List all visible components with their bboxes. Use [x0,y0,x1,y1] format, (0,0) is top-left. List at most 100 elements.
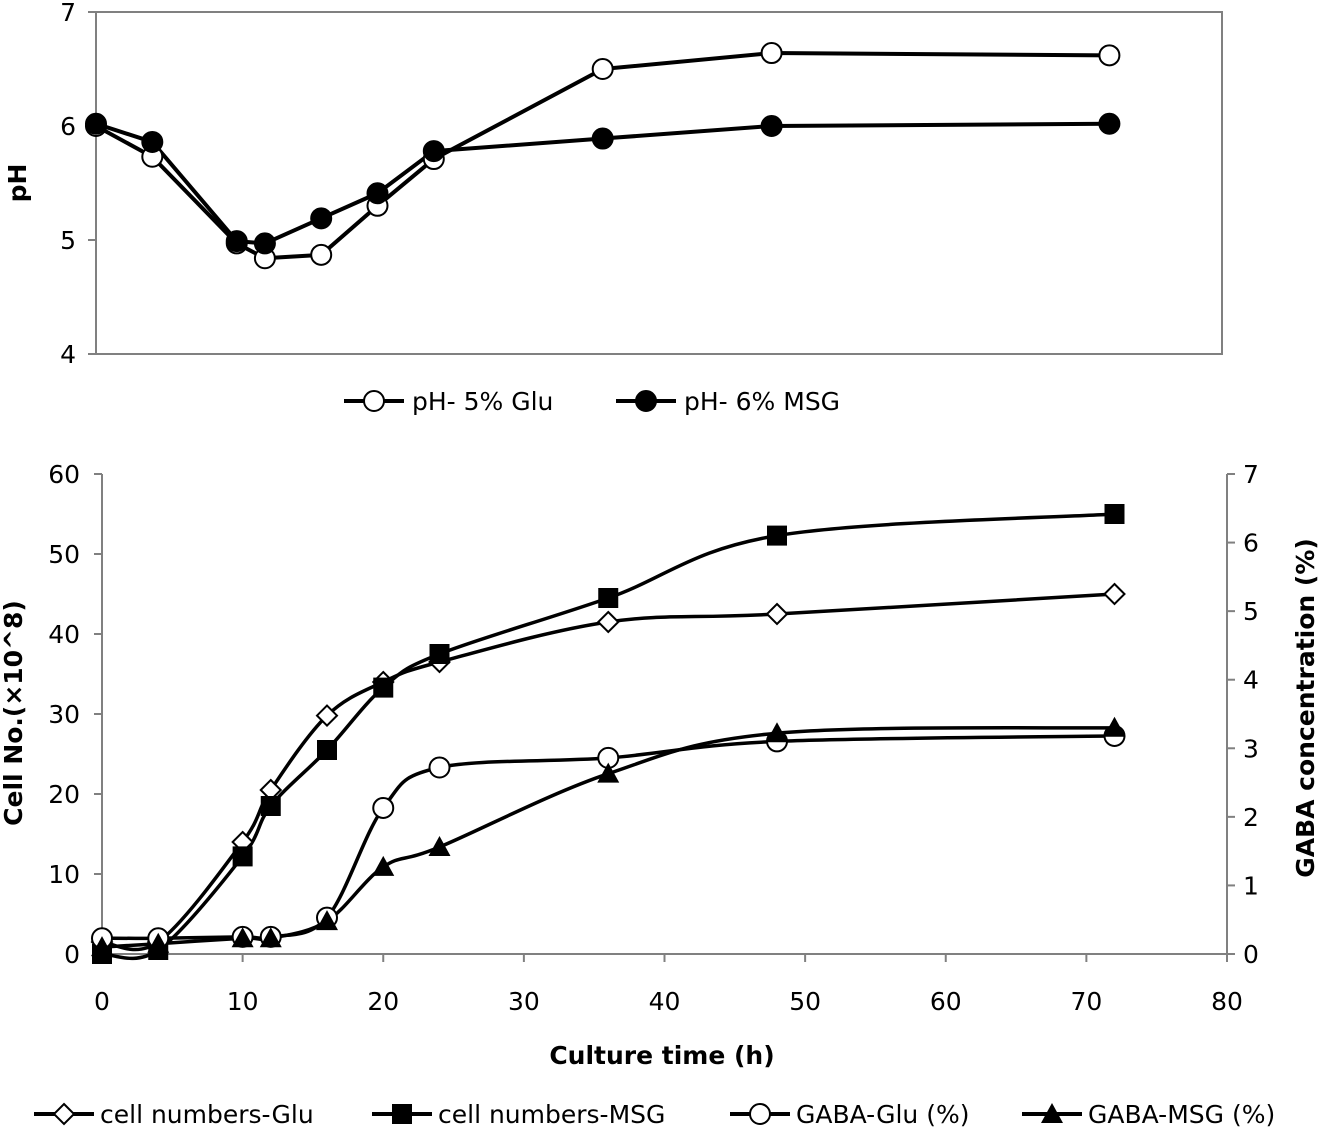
growth-series-markers [90,504,1126,964]
growth-right-tick-label: 6 [1243,529,1259,558]
ph-legend-label-glu: pH- 5% Glu [412,387,553,416]
growth-point-cell-numbers-glu [596,610,620,634]
legend-marker-cell-msg [392,1104,412,1124]
growth-point-gaba-msg [316,910,338,931]
ph-legend-item-glu: pH- 5% Glu [344,387,553,416]
growth-right-axis-label: GABA concentration (%) [1291,538,1320,878]
growth-x-axis-label: Culture time (h) [549,1041,774,1070]
legend-item-gaba-msg: GABA-MSG (%) [1022,1100,1275,1129]
ph-point-ph-6-msg [760,115,783,137]
ph-y-tick-label: 5 [60,226,76,255]
legend-label-gaba-msg: GABA-MSG (%) [1088,1100,1275,1129]
ph-legend-label-msg: pH- 6% MSG [684,387,840,416]
ph-point-ph-6-msg [225,230,248,253]
growth-x-tick-label: 50 [789,987,821,1016]
ph-y-tick-label: 7 [60,0,76,27]
ph-point-ph-6-msg [141,130,164,153]
ph-y-ticks: 4 5 6 7 [60,0,96,369]
ph-point-ph-6-msg [253,232,276,255]
growth-right-ticks: 0 1 2 3 4 5 6 7 [1227,460,1259,969]
ph-chart: 4 5 6 7 pH pH- 5% Glu pH- 6% MSG [3,0,1223,416]
legend-item-cell-msg: cell numbers-MSG [372,1100,665,1129]
growth-point-gaba-msg [147,932,170,953]
growth-x-tick-label: 80 [1211,987,1243,1016]
growth-x-tick-label: 40 [649,987,681,1016]
ph-point-ph-5-glu [591,58,614,80]
growth-left-axis-label: Cell No.(×10^8) [0,600,28,826]
legend-marker-cell-glu [52,1102,76,1126]
ph-legend-item-msg: pH- 6% MSG [616,387,840,416]
legend-label-cell-glu: cell numbers-Glu [100,1100,314,1129]
growth-point-gaba-msg [372,855,395,876]
growth-point-cell-numbers-msg [1104,504,1125,524]
growth-point-gaba-msg [766,722,788,743]
growth-right-tick-label: 4 [1243,666,1259,695]
growth-x-tick-label: 30 [508,987,540,1016]
growth-right-tick-label: 5 [1243,597,1259,626]
legend-label-cell-msg: cell numbers-MSG [438,1100,665,1129]
ph-point-ph-6-msg [591,127,614,150]
legend-item-gaba-glu: GABA-Glu (%) [730,1100,970,1129]
growth-point-cell-numbers-msg [232,846,253,867]
growth-point-gaba-glu [428,756,451,779]
ph-legend-marker-glu [363,390,385,412]
growth-x-ticks: 0 10 20 30 40 50 60 70 80 [94,954,1243,1016]
growth-point-gaba-msg [1103,716,1126,737]
ph-series-line-ph-5-glu [95,51,1110,261]
ph-y-tick-label: 4 [60,340,76,369]
legend-label-gaba-glu: GABA-Glu (%) [796,1100,970,1129]
growth-point-cell-numbers-glu [1103,582,1126,606]
growth-left-ticks: 0 10 20 30 40 50 60 [48,460,102,969]
growth-series-lines [101,512,1115,961]
ph-point-ph-5-glu [1098,44,1121,67]
growth-left-tick-label: 0 [64,940,80,969]
ph-series-lines [95,51,1110,261]
ph-point-ph-6-msg [422,140,445,163]
growth-x-tick-label: 0 [94,987,110,1016]
growth-point-gaba-msg [259,927,282,948]
ph-legend-marker-msg [635,390,657,412]
ph-point-ph-6-msg [310,207,333,230]
ph-point-ph-6-msg [85,112,107,135]
growth-left-tick-label: 60 [48,460,80,489]
legend-item-cell-glu: cell numbers-Glu [34,1100,314,1129]
growth-right-tick-label: 3 [1243,734,1259,763]
growth-point-cell-numbers-glu [315,704,339,728]
ph-point-ph-6-msg [1098,112,1121,135]
growth-gaba-chart: 0 10 20 30 40 50 60 0 1 2 3 4 5 6 7 0 10 20 30 40 50 60 70 80… [0,460,1320,1129]
growth-left-tick-label: 20 [48,780,80,809]
growth-x-tick-label: 20 [367,987,399,1016]
legend-marker-gaba-glu [749,1103,771,1125]
ph-y-axis-label: pH [3,164,32,203]
ph-y-tick-label: 6 [60,112,76,141]
ph-point-ph-5-glu [760,42,783,65]
ph-legend: pH- 5% Glu pH- 6% MSG [344,387,840,416]
growth-x-tick-label: 60 [930,987,962,1016]
growth-x-tick-label: 70 [1070,987,1102,1016]
growth-right-tick-label: 0 [1243,940,1259,969]
growth-point-cell-numbers-msg [598,588,619,608]
ph-series-line-ph-6-msg [95,121,1110,246]
growth-left-tick-label: 50 [48,540,80,569]
growth-point-gaba-glu [372,796,395,819]
growth-x-tick-label: 10 [227,987,259,1016]
growth-point-cell-numbers-msg [317,740,337,760]
growth-point-gaba-msg [91,936,113,957]
growth-right-tick-label: 2 [1243,803,1259,832]
legend-marker-gaba-msg [1041,1103,1063,1123]
ph-series-markers [85,42,1121,270]
growth-point-cell-numbers-msg [429,644,450,664]
growth-point-cell-numbers-msg [373,677,394,698]
growth-left-tick-label: 10 [48,860,80,889]
growth-right-tick-label: 1 [1243,871,1259,900]
growth-point-gaba-msg [428,836,451,857]
growth-right-tick-label: 7 [1243,460,1259,489]
growth-point-cell-numbers-msg [767,525,787,546]
growth-point-cell-numbers-glu [765,602,789,626]
ph-point-ph-6-msg [366,182,389,205]
growth-point-gaba-msg [597,762,620,783]
growth-point-cell-numbers-msg [260,796,281,816]
growth-left-tick-label: 40 [48,620,80,649]
growth-left-tick-label: 30 [48,700,80,729]
